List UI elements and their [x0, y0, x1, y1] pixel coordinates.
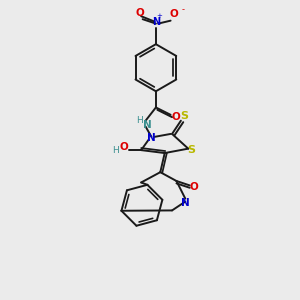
- Text: N: N: [181, 198, 190, 208]
- Text: N: N: [152, 16, 160, 26]
- Text: N: N: [147, 133, 156, 143]
- Text: N: N: [143, 120, 152, 130]
- Text: +: +: [157, 13, 162, 19]
- Text: -: -: [182, 5, 184, 14]
- Text: H: H: [136, 116, 142, 124]
- Text: O: O: [170, 9, 178, 19]
- Text: O: O: [119, 142, 128, 152]
- Text: H: H: [112, 146, 119, 154]
- Text: O: O: [135, 8, 144, 18]
- Text: S: S: [180, 111, 188, 121]
- Text: O: O: [171, 112, 180, 122]
- Text: S: S: [187, 145, 195, 155]
- Text: O: O: [190, 182, 199, 192]
